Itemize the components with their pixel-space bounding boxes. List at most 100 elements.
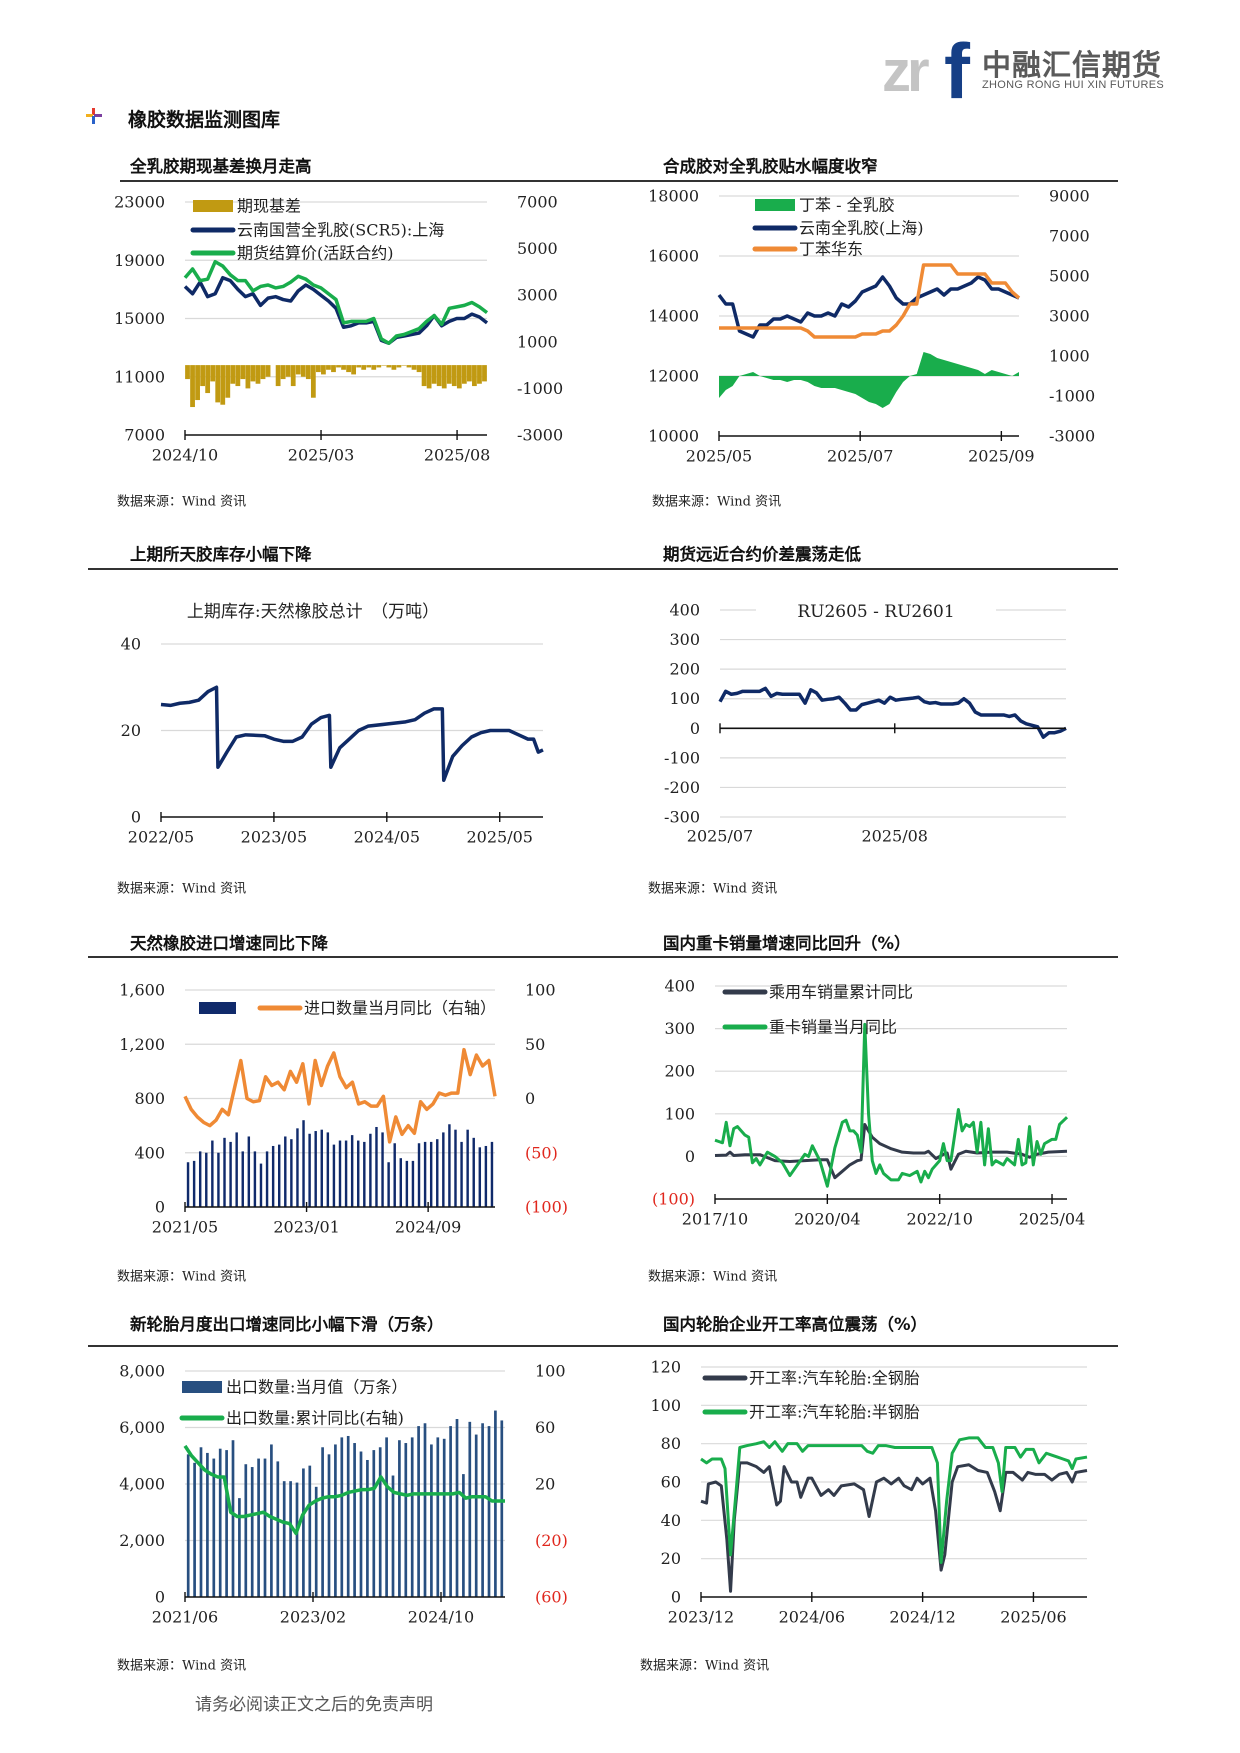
y-axis-left-label: 7000	[124, 426, 165, 445]
y-axis-left-label: 400	[669, 601, 700, 620]
y-axis-left-label: 4,000	[119, 1475, 165, 1494]
bar	[321, 1447, 324, 1597]
y-axis-left-label: -200	[664, 778, 700, 797]
y-axis-left-label: 200	[664, 1062, 695, 1081]
y-axis-right-label: 50	[525, 1035, 545, 1054]
bar	[244, 1464, 248, 1597]
y-axis-left-label: 100	[669, 689, 700, 708]
line-series	[717, 275, 1020, 339]
bar	[296, 1128, 299, 1207]
bar	[241, 1151, 244, 1207]
bar	[446, 365, 452, 384]
bar	[346, 365, 351, 373]
bar	[332, 1144, 336, 1207]
bar	[263, 1458, 267, 1597]
bar	[235, 1132, 238, 1207]
bar	[186, 1454, 190, 1597]
y-axis-right-label: 60	[535, 1418, 555, 1437]
y-axis-left-label: 120	[650, 1358, 681, 1377]
legend-swatch	[755, 199, 795, 211]
bar	[375, 1126, 378, 1207]
legend-label: 开工率:汽车轮胎:全钢胎	[749, 1369, 920, 1388]
bar	[231, 1440, 235, 1597]
bar	[456, 365, 462, 389]
bar	[404, 1443, 408, 1597]
y-axis-right-label: 3000	[1049, 307, 1090, 326]
bar	[185, 365, 190, 380]
bar	[302, 1120, 305, 1207]
bar	[240, 365, 246, 380]
chart-subtitle: 上期库存:天然橡胶总计 （万吨）	[187, 602, 439, 622]
bar	[363, 1141, 366, 1207]
bar	[472, 1137, 475, 1207]
chart-title: 新轮胎月度出口增速同比小幅下滑（万条）	[130, 1315, 444, 1334]
bar	[455, 1419, 459, 1597]
y-axis-right-label: -1000	[517, 379, 563, 398]
x-axis-label: 2025/04	[1019, 1210, 1085, 1229]
bar	[282, 1481, 286, 1597]
bar	[257, 1458, 260, 1597]
bar	[477, 365, 482, 384]
bar	[461, 365, 467, 384]
bar	[416, 365, 422, 373]
logo-english-name: ZHONG RONG HUI XIN FUTURES	[982, 79, 1164, 91]
bar	[350, 1135, 354, 1207]
y-axis-right-label: 3000	[517, 286, 558, 305]
chart-2: 18000 16000 14000 12000 10000 9000 7000 5000 300…	[648, 187, 1095, 466]
y-axis-left-label: 10000	[648, 427, 699, 446]
chart-6: 400 300 200 100 0 (100)2017/10 2020/04 2022/10 2…	[652, 977, 1085, 1229]
legend-label: 云南全乳胶(上海)	[799, 219, 924, 238]
bar	[401, 365, 407, 366]
y-axis-right-label: -3000	[1049, 427, 1095, 446]
y-axis-left-label: 15000	[114, 309, 165, 328]
title-divider	[640, 568, 1118, 570]
bar	[441, 365, 447, 389]
bar	[341, 365, 346, 370]
bar	[331, 365, 336, 373]
title-divider	[640, 180, 1118, 182]
bar	[275, 365, 281, 387]
legend-swatch	[182, 1381, 222, 1393]
bar	[487, 1426, 491, 1597]
line-series	[183, 275, 489, 346]
chart-title: 全乳胶期现基差换月走高	[130, 157, 312, 176]
bar	[369, 1133, 372, 1207]
x-axis-label: 2025/08	[424, 446, 490, 465]
y-axis-left-label: 16000	[648, 247, 699, 266]
bar	[411, 1160, 415, 1207]
bar	[321, 365, 326, 375]
y-axis-left-label: 100	[650, 1396, 681, 1415]
data-source: 数据来源：Wind 资讯	[117, 1269, 247, 1285]
section-title: 橡胶数据监测图库	[128, 109, 281, 131]
y-axis-right-label: (60)	[535, 1588, 568, 1607]
bar	[426, 365, 432, 389]
y-axis-left-label: 40	[661, 1511, 681, 1530]
bar	[295, 1482, 299, 1597]
logo-chinese-name: 中融汇信期货	[982, 48, 1163, 82]
bar	[482, 365, 487, 382]
bar	[417, 1143, 421, 1207]
bar	[381, 365, 387, 366]
bar	[494, 1410, 497, 1597]
line-series	[719, 263, 1021, 339]
bar	[200, 365, 206, 387]
data-source: 数据来源：Wind 资讯	[117, 881, 247, 897]
chart-5: 1,600 1,200 800 400 0 100 50 0 (50) (100) 2021/05 2…	[119, 981, 568, 1237]
bar	[205, 365, 211, 394]
y-axis-left-label: 0	[671, 1588, 681, 1607]
line-series	[700, 1461, 1088, 1593]
line-series	[700, 1436, 1088, 1564]
bar	[195, 365, 200, 401]
y-axis-left-label: 6,000	[119, 1418, 165, 1437]
bar	[442, 1132, 445, 1207]
legend-label: 重卡销量当月同比	[769, 1018, 897, 1037]
y-axis-left-label: -300	[664, 808, 700, 827]
bar	[186, 1162, 190, 1207]
x-axis-label: 2025/08	[862, 827, 928, 846]
bar	[253, 1151, 257, 1207]
bar	[247, 1136, 251, 1207]
bar	[393, 1143, 396, 1207]
y-axis-right-label: 0	[525, 1089, 535, 1108]
bar	[423, 1423, 427, 1597]
